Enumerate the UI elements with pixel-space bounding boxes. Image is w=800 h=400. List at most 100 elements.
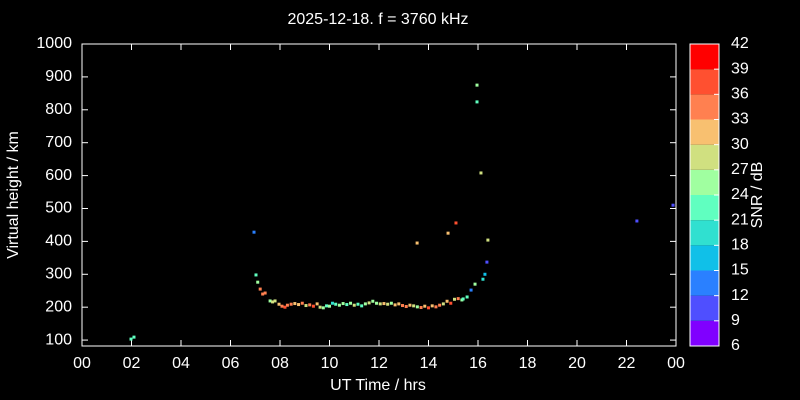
data-point bbox=[430, 304, 434, 308]
data-point bbox=[423, 304, 427, 308]
x-axis-label: UT Time / hrs bbox=[330, 377, 426, 394]
chart-title: 2025-12-18. f = 3760 kHz bbox=[287, 11, 468, 28]
data-point bbox=[304, 304, 308, 308]
colorbar-tick-label: 15 bbox=[731, 262, 749, 279]
data-point bbox=[461, 297, 465, 301]
colorbar-band bbox=[690, 44, 719, 70]
data-point bbox=[438, 303, 442, 307]
data-point bbox=[349, 301, 353, 305]
data-point bbox=[311, 304, 315, 308]
colorbar-band bbox=[690, 94, 719, 120]
data-point bbox=[465, 295, 469, 299]
colorbar-band bbox=[690, 195, 719, 221]
data-point bbox=[356, 302, 360, 306]
data-point bbox=[325, 304, 329, 308]
x-tick-label: 20 bbox=[568, 355, 586, 372]
y-tick-label: 300 bbox=[45, 266, 72, 283]
data-point bbox=[268, 299, 272, 303]
colorbar-band bbox=[690, 270, 719, 296]
data-point bbox=[280, 304, 284, 308]
data-point bbox=[475, 83, 479, 87]
y-tick-label: 200 bbox=[45, 298, 72, 315]
colorbar-band bbox=[690, 320, 719, 346]
data-point bbox=[271, 300, 275, 304]
data-point bbox=[456, 297, 460, 301]
data-point bbox=[445, 299, 449, 303]
data-point bbox=[334, 302, 338, 306]
data-point bbox=[352, 303, 356, 307]
data-point bbox=[415, 241, 419, 245]
colorbar-tick-label: 24 bbox=[731, 186, 749, 203]
x-tick-label: 06 bbox=[222, 355, 240, 372]
data-point bbox=[297, 303, 301, 307]
colorbar-tick-label: 39 bbox=[731, 60, 749, 77]
colorbar-label: SNR / dB bbox=[749, 162, 766, 229]
y-tick-label: 500 bbox=[45, 200, 72, 217]
y-tick-label: 700 bbox=[45, 134, 72, 151]
data-point bbox=[378, 302, 382, 306]
data-point bbox=[283, 305, 287, 309]
data-point bbox=[441, 302, 445, 306]
data-point bbox=[486, 238, 490, 242]
colorbar-band bbox=[690, 169, 719, 195]
colorbar-tick-label: 27 bbox=[731, 161, 749, 178]
data-point bbox=[382, 302, 386, 306]
x-tick-label: 10 bbox=[321, 355, 339, 372]
data-point bbox=[375, 301, 379, 305]
colorbar-tick-label: 30 bbox=[731, 136, 749, 153]
x-tick-label: 14 bbox=[420, 355, 438, 372]
data-point bbox=[328, 304, 331, 308]
colorbar-tick-label: 9 bbox=[731, 312, 740, 329]
colorbar-band bbox=[690, 220, 719, 246]
data-point bbox=[635, 219, 639, 223]
data-point bbox=[481, 277, 485, 281]
data-point bbox=[434, 305, 438, 309]
data-point bbox=[277, 302, 281, 306]
data-point bbox=[671, 203, 675, 207]
x-tick-label: 02 bbox=[123, 355, 141, 372]
colorbar-band bbox=[690, 144, 719, 170]
data-point bbox=[401, 304, 405, 308]
data-point bbox=[371, 299, 375, 303]
data-point bbox=[427, 306, 430, 310]
colorbar-tick-label: 6 bbox=[731, 337, 740, 354]
data-point bbox=[479, 171, 483, 175]
colorbar-tick-label: 33 bbox=[731, 111, 749, 128]
data-point bbox=[363, 302, 367, 306]
data-point bbox=[473, 282, 477, 286]
x-tick-label: 08 bbox=[271, 355, 289, 372]
data-point bbox=[132, 335, 136, 339]
colorbar-band bbox=[690, 69, 719, 95]
data-point bbox=[330, 301, 334, 305]
colorbar-tick-label: 18 bbox=[731, 237, 749, 254]
colorbar-tick-label: 42 bbox=[731, 35, 749, 52]
x-tick-label: 22 bbox=[618, 355, 636, 372]
data-point bbox=[258, 287, 262, 291]
data-point bbox=[389, 301, 393, 305]
data-point bbox=[483, 272, 487, 276]
data-point bbox=[408, 303, 412, 307]
data-point bbox=[454, 221, 458, 225]
x-tick-label: 04 bbox=[172, 355, 190, 372]
data-point bbox=[449, 301, 453, 305]
y-tick-label: 100 bbox=[45, 331, 72, 348]
data-point bbox=[485, 260, 489, 264]
x-tick-label: 12 bbox=[370, 355, 388, 372]
y-axis-label: Virtual height / km bbox=[5, 131, 22, 259]
colorbar-tick-label: 12 bbox=[731, 287, 749, 304]
data-point bbox=[308, 303, 312, 307]
data-point bbox=[285, 303, 289, 307]
colorbar-band bbox=[690, 119, 719, 145]
data-point bbox=[300, 301, 304, 305]
x-tick-label: 00 bbox=[667, 355, 685, 372]
colorbar-tick-label: 21 bbox=[731, 211, 749, 228]
data-point bbox=[345, 303, 349, 307]
data-point bbox=[254, 273, 258, 277]
colorbar-band bbox=[690, 295, 719, 321]
data-point bbox=[415, 305, 419, 309]
x-tick-label: 18 bbox=[519, 355, 537, 372]
x-tick-label: 00 bbox=[73, 355, 91, 372]
